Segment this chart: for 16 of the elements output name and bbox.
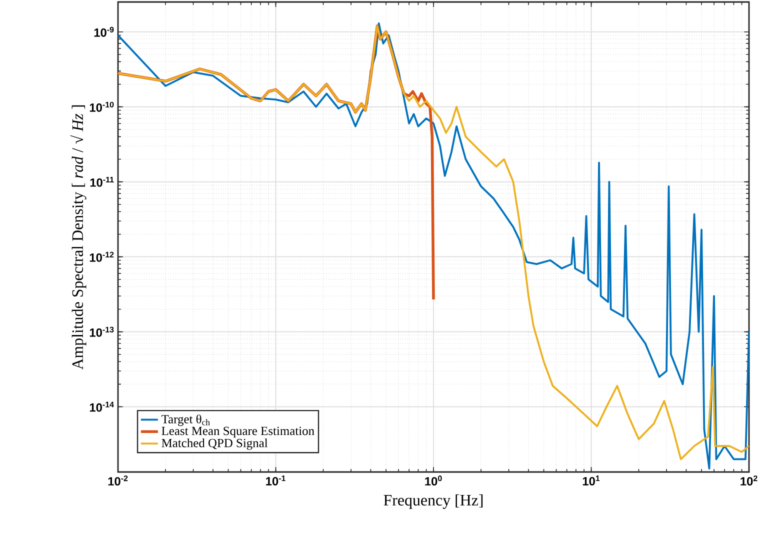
legend-label: Matched QPD Signal bbox=[162, 438, 268, 450]
y-tick-label: 10$^{-14}$ bbox=[90, 402, 114, 412]
x-tick-label: 10$^{-2}$ bbox=[108, 476, 128, 486]
x-tick-label: 10$^{-1}$ bbox=[266, 476, 286, 486]
y-tick-label: 10$^{-11}$ bbox=[90, 176, 114, 187]
y-tick-label: 10$^{-9}$ bbox=[94, 26, 114, 37]
legend-label: Least Mean Square Estimation bbox=[162, 426, 314, 438]
x-tick-label: 10$^{0}$ bbox=[425, 476, 442, 486]
x-axis-title: Frequency [Hz] bbox=[384, 494, 483, 509]
y-axis-title: Amplitude Spectral Density [ rad / √ Hz ] bbox=[70, 105, 86, 370]
y-tick-label: 10$^{-13}$ bbox=[90, 326, 114, 337]
x-tick-label: 10$^{2}$ bbox=[740, 476, 758, 486]
y-tick-label: 10$^{-10}$ bbox=[90, 102, 114, 112]
x-tick-label: 10$^{1}$ bbox=[582, 476, 600, 486]
legend-label: Target θ$_{ch}$ bbox=[162, 414, 210, 426]
y-tick-label: 10$^{-12}$ bbox=[90, 252, 114, 262]
